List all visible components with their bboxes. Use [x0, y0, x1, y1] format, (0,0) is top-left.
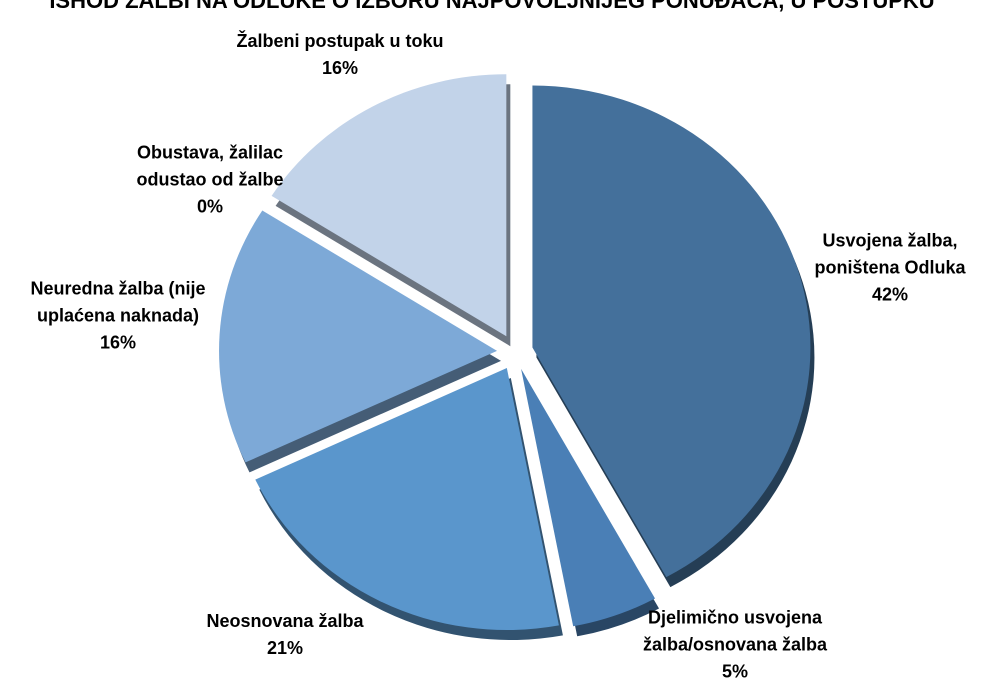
slice-label: Usvojena žalba, poništena Odluka 42% — [795, 228, 984, 309]
slice — [271, 74, 507, 337]
slice-label: Neosnovana žalba 21% — [175, 608, 395, 662]
category-label: Djelimično usvojena žalba/osnovana žalba — [642, 607, 828, 655]
slice-label: Obustava, žalilac odustao od žalbe 0% — [110, 140, 310, 221]
category-label: Obustava, žalilac odustao od žalbe — [136, 142, 284, 190]
slice-side — [269, 211, 504, 353]
slice — [265, 201, 500, 343]
value-label: 21% — [266, 638, 304, 658]
slice — [219, 210, 498, 463]
value-label: 16% — [99, 332, 137, 353]
category-label: Usvojena žalba, poništena Odluka — [814, 230, 966, 278]
slice — [255, 368, 559, 631]
slice — [532, 85, 811, 578]
slice-label: Žalbeni postupak u toku 16% — [235, 28, 445, 82]
category-label: Neosnovana žalba — [206, 611, 364, 631]
value-label: 42% — [871, 284, 909, 305]
slice — [521, 368, 656, 627]
slice-label: Djelimično usvojena žalba/osnovana žalba… — [615, 605, 855, 686]
chart-title: ISHOD ŽALBI NA ODLUKE O IZBORU NAJPOVOLJ… — [49, 0, 935, 13]
value-label: 16% — [321, 58, 359, 78]
slice-label: Neuredna žalba (nije uplaćena naknada) 16… — [0, 276, 238, 357]
category-label: Neuredna žalba (nije uplaćena naknada) — [30, 278, 206, 326]
value-label: 0% — [196, 196, 223, 217]
category-label: Žalbeni postupak u toku — [236, 31, 444, 51]
value-label: 5% — [721, 661, 748, 682]
